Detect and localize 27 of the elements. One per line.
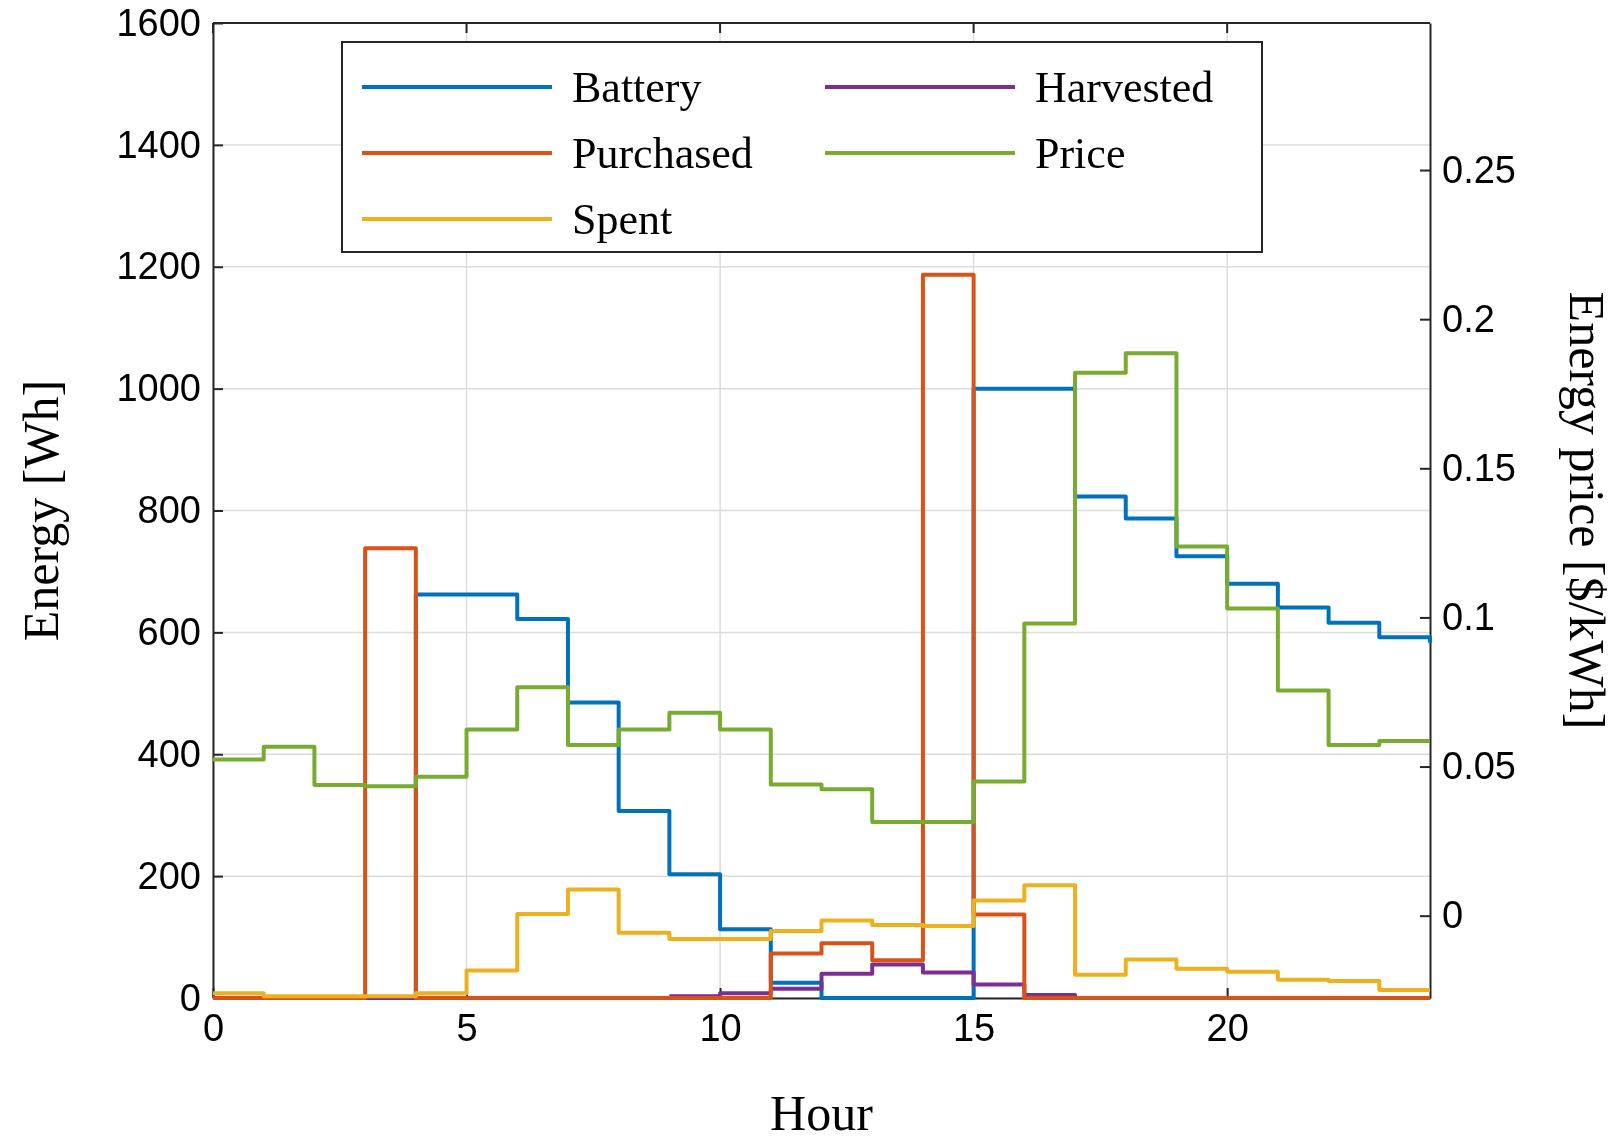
y2-tick-label: 0.1 — [1442, 596, 1495, 639]
legend-label: Price — [1035, 129, 1126, 178]
y-tick-label: 1400 — [116, 123, 201, 166]
x-axis-title: Hour — [770, 1085, 874, 1141]
y2-tick-label: 0.15 — [1442, 446, 1516, 489]
y2-tick-label: 0 — [1442, 894, 1464, 937]
y-tick-label: 1000 — [116, 367, 201, 410]
legend-label: Spent — [572, 195, 673, 244]
legend-label: Purchased — [572, 129, 753, 178]
x-tick-label: 10 — [699, 1006, 742, 1049]
y-tick-label: 0 — [179, 976, 201, 1019]
y2-axis-title: Energy price [$/kWh] — [1559, 291, 1614, 730]
y-tick-label: 1600 — [116, 1, 201, 44]
y-axis-title: Energy [Wh] — [13, 379, 69, 642]
x-tick-label: 20 — [1206, 1006, 1249, 1049]
y2-tick-label: 0.25 — [1442, 148, 1516, 191]
legend-label: Battery — [572, 63, 702, 112]
y-tick-label: 400 — [137, 732, 201, 775]
y-tick-label: 600 — [137, 611, 201, 654]
y-tick-label: 200 — [137, 854, 201, 897]
y-tick-label: 1200 — [116, 245, 201, 288]
y-tick-label: 800 — [137, 489, 201, 532]
legend-label: Harvested — [1035, 63, 1214, 112]
x-tick-label: 5 — [456, 1006, 478, 1049]
y2-tick-label: 0.05 — [1442, 745, 1516, 788]
x-tick-label: 15 — [952, 1006, 996, 1049]
y2-tick-label: 0.2 — [1442, 297, 1495, 340]
